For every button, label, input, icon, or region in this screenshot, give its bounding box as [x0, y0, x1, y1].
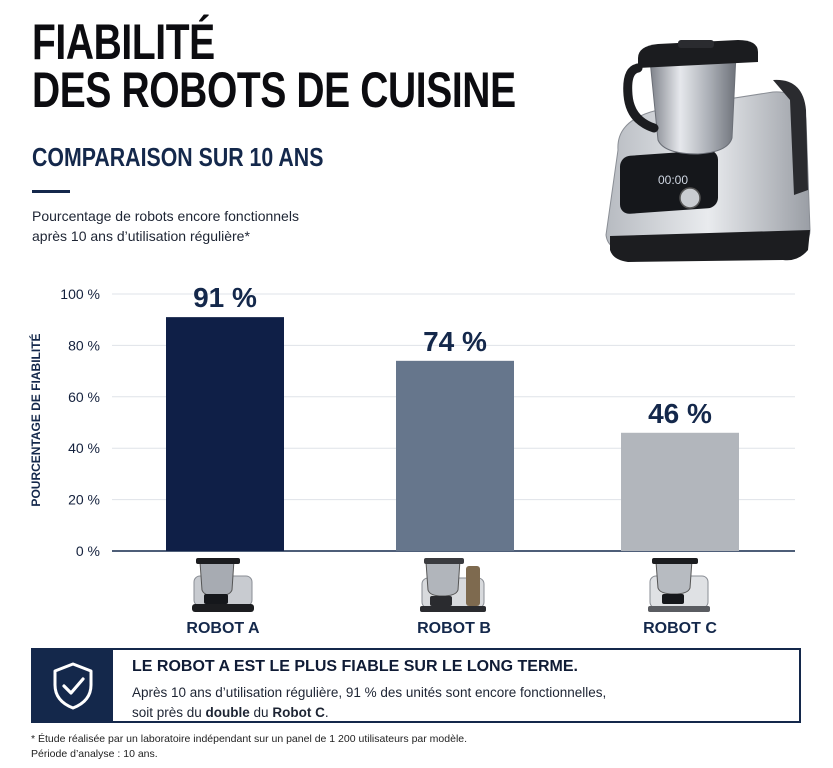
callout-body-line-1: Après 10 ans d’utilisation régulière, 91…	[132, 685, 607, 700]
y-tick-label: 80 %	[68, 337, 100, 353]
callout-body-line-2: soit près du double du Robot C.	[132, 705, 329, 720]
page-subtitle: COMPARAISON SUR 10 ANS	[32, 142, 324, 172]
callout-headline: LE ROBOT A EST LE PLUS FIABLE SUR LE LON…	[132, 658, 578, 675]
footnote-line-1: * Étude réalisée par un laboratoire indé…	[31, 733, 468, 745]
data-label: 74 %	[423, 326, 487, 357]
bar-robot-c	[621, 432, 739, 551]
robot-b-product-image	[420, 558, 486, 612]
y-tick-label: 40 %	[68, 440, 100, 456]
y-tick-label: 60 %	[68, 389, 100, 405]
y-tick-label: 100 %	[60, 286, 100, 302]
title-line-2: DES ROBOTS DE CUISINE	[32, 62, 516, 118]
bar-robot-a	[166, 317, 284, 551]
display-time: 00:00	[658, 173, 688, 187]
page-title: FIABILITÉ DES ROBOTS DE CUISINE	[32, 14, 516, 118]
footnote-line-2: Période d’analyse : 10 ans.	[31, 748, 158, 760]
title-divider	[32, 190, 70, 193]
footnote: * Étude réalisée par un laboratoire indé…	[31, 732, 467, 762]
conclusion-callout: LE ROBOT A EST LE PLUS FIABLE SUR LE LON…	[31, 648, 801, 723]
description-line-1: Pourcentage de robots encore fonctionnel…	[32, 208, 299, 224]
callout-body: Après 10 ans d’utilisation régulière, 91…	[132, 683, 782, 723]
chart-description: Pourcentage de robots encore fonctionnel…	[32, 206, 412, 246]
x-label-robot-c: ROBOT C	[643, 620, 717, 637]
data-label: 46 %	[648, 398, 712, 429]
y-axis-title: POURCENTAGE DE FIABILITÉ	[29, 333, 43, 507]
robot-c-product-image	[648, 558, 710, 612]
title-line-1: FIABILITÉ	[32, 14, 215, 70]
robot-a-product-image	[192, 558, 254, 612]
description-line-2: après 10 ans d’utilisation régulière*	[32, 228, 250, 244]
food-processor-hero-image: 00:00	[605, 40, 811, 262]
callout-icon-panel	[33, 650, 113, 721]
shield-check-icon	[53, 662, 93, 709]
x-label-robot-a: ROBOT A	[186, 620, 260, 637]
data-label: 91 %	[193, 282, 257, 313]
y-tick-label: 0 %	[76, 543, 100, 559]
y-tick-label: 20 %	[68, 492, 100, 508]
bar-robot-b	[396, 360, 514, 551]
x-label-robot-b: ROBOT B	[417, 620, 491, 637]
